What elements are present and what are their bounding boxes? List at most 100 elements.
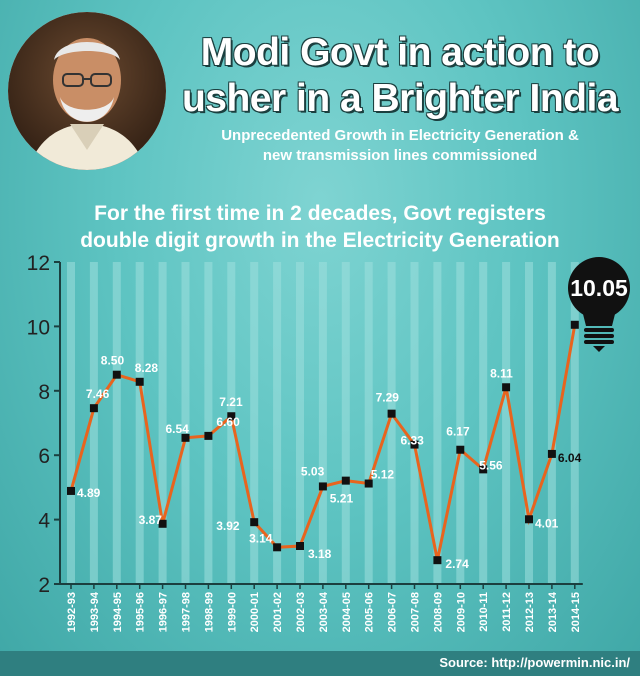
x-tick-label: 2004-05 — [341, 592, 353, 632]
avatar — [8, 12, 166, 170]
y-tick-label: 4 — [38, 510, 50, 533]
chart-grid — [67, 262, 579, 584]
x-tick-label: 2003-04 — [318, 591, 330, 632]
subtitle-line-2: new transmission lines commissioned — [262, 147, 538, 164]
data-label: 4.01 — [535, 516, 559, 530]
data-point — [273, 543, 282, 552]
data-labels: 4.89 7.46 8.50 8.28 3.87 6.54 6.60 7.21 3.92 3.14… — [77, 354, 582, 571]
x-tick-label: 2012-13 — [524, 592, 536, 632]
x-tick-label: 2008-09 — [432, 592, 444, 632]
light-bulb-icon: 10.05 — [568, 257, 630, 352]
page-title-line-1: Modi Govt in action to — [200, 31, 600, 74]
y-tick-label: 2 — [38, 574, 50, 597]
data-label: 2.74 — [445, 557, 469, 571]
x-tick-label: 2005-06 — [364, 592, 376, 632]
bulb-neck — [582, 310, 616, 326]
y-tick-label: 8 — [38, 381, 50, 404]
source-text: Source: http://powermin.nic.in/ — [439, 655, 630, 670]
chart-title-line-1: For the first time in 2 decades, Govt re… — [94, 202, 546, 225]
x-tick-label: 2014-15 — [570, 592, 582, 632]
portrait-icon — [8, 12, 166, 170]
data-label: 8.11 — [490, 366, 513, 380]
x-tick-label: 2009-10 — [455, 592, 467, 632]
y-tick-label: 12 — [27, 252, 50, 275]
data-label: 3.87 — [139, 513, 163, 527]
x-tick-label: 1999-00 — [226, 592, 238, 632]
data-point — [181, 433, 190, 442]
data-label: 8.50 — [101, 354, 125, 368]
data-point — [502, 383, 511, 392]
data-point — [318, 482, 327, 491]
x-tick-label: 2002-03 — [295, 592, 307, 632]
data-point — [67, 486, 75, 495]
x-axis-ticks: 1992-93 1993-94 1994-95 1995-96 1996-97 1997-… — [66, 584, 582, 632]
data-point — [89, 404, 98, 413]
data-label: 5.21 — [330, 492, 354, 506]
y-tick-label: 6 — [38, 445, 50, 468]
x-tick-label: 2013-14 — [547, 591, 559, 632]
x-tick-label: 1993-94 — [89, 591, 101, 632]
bulb-glass — [568, 257, 630, 319]
data-point — [296, 542, 304, 551]
data-point — [204, 431, 213, 440]
x-tick-label: 2007-08 — [410, 592, 422, 632]
chart-axes — [59, 262, 583, 585]
data-point — [341, 476, 350, 485]
data-label: 7.21 — [219, 395, 243, 409]
data-label: 5.03 — [301, 464, 325, 478]
data-point — [387, 409, 396, 418]
x-tick-label: 1997-98 — [181, 592, 193, 632]
data-markers — [67, 320, 579, 565]
data-point — [456, 445, 465, 454]
data-point — [227, 412, 236, 421]
y-axis-ticks: 2 4 6 8 10 12 — [27, 252, 60, 597]
data-point — [433, 556, 442, 565]
x-tick-label: 2001-02 — [272, 592, 284, 632]
highlight-value: 10.05 — [570, 275, 628, 301]
x-tick-label: 1996-97 — [158, 592, 170, 632]
data-label: 6.04 — [558, 451, 582, 465]
data-point — [570, 320, 579, 329]
data-label: 6.54 — [166, 422, 190, 436]
data-label: 3.14 — [249, 531, 273, 545]
data-point — [112, 370, 121, 379]
data-point — [364, 479, 373, 488]
data-label: 3.92 — [216, 519, 240, 533]
data-label: 8.28 — [135, 361, 159, 375]
bulb-base-ring — [584, 334, 614, 338]
data-label: 7.29 — [376, 391, 400, 405]
data-point — [410, 440, 419, 449]
x-tick-label: 1994-95 — [112, 592, 124, 632]
data-label: 4.89 — [77, 486, 101, 500]
chart-title-line-2: double digit growth in the Electricity G… — [80, 229, 560, 252]
data-label: 7.46 — [86, 387, 110, 401]
data-label: 6.33 — [401, 434, 425, 448]
data-point — [525, 515, 533, 524]
x-tick-label: 1998-99 — [203, 592, 215, 632]
subtitle-line-1: Unprecedented Growth in Electricity Gene… — [221, 127, 579, 144]
x-tick-label: 2006-07 — [387, 592, 399, 632]
page-title-line-2: usher in a Brighter India — [181, 77, 619, 120]
x-tick-label: 2000-01 — [249, 592, 261, 632]
x-tick-label: 1992-93 — [66, 592, 78, 632]
data-label: 5.12 — [371, 468, 395, 482]
data-point — [547, 449, 556, 458]
data-label: 6.17 — [446, 425, 470, 439]
x-tick-label: 2010-11 — [478, 592, 490, 632]
footer-bar: Source: http://powermin.nic.in/ — [0, 651, 640, 676]
data-label: 3.18 — [308, 547, 332, 561]
x-tick-label: 2011-12 — [501, 592, 513, 632]
bulb-base-ring — [584, 340, 614, 344]
data-label: 5.56 — [479, 458, 503, 472]
data-point — [250, 518, 259, 527]
data-label: 6.60 — [216, 415, 240, 429]
bulb-tip — [593, 346, 605, 352]
data-point — [479, 465, 488, 474]
data-point — [158, 519, 167, 528]
data-point — [135, 377, 144, 386]
bulb-base-ring — [584, 328, 614, 332]
x-tick-label: 1995-96 — [135, 592, 147, 632]
y-tick-label: 10 — [27, 316, 50, 339]
